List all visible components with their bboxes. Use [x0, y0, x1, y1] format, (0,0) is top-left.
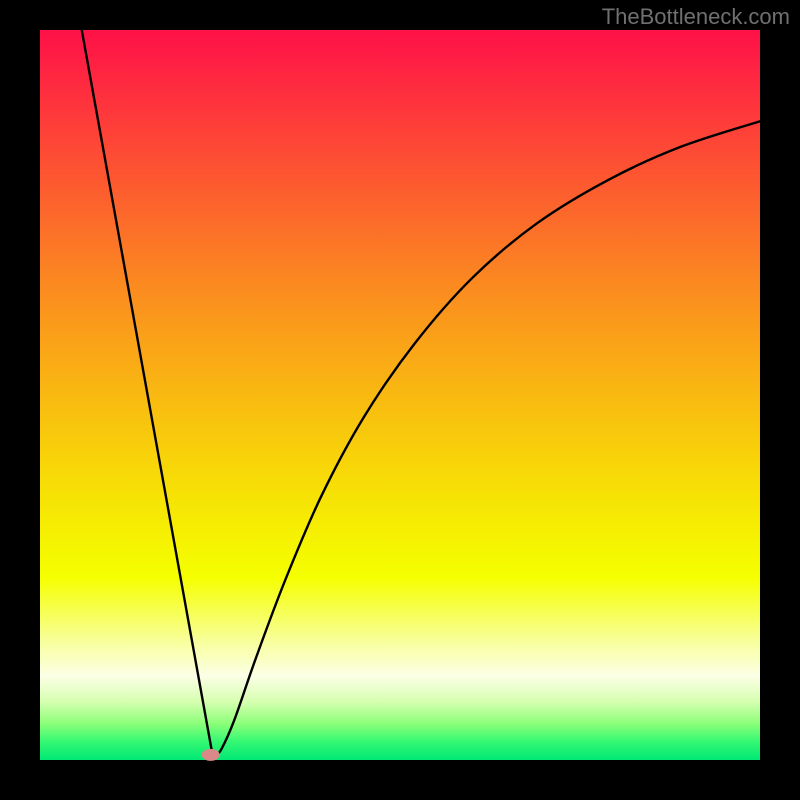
bottleneck-chart: [0, 0, 800, 800]
watermark-label: TheBottleneck.com: [602, 4, 790, 30]
chart-container: TheBottleneck.com: [0, 0, 800, 800]
optimal-point-marker: [202, 749, 220, 761]
